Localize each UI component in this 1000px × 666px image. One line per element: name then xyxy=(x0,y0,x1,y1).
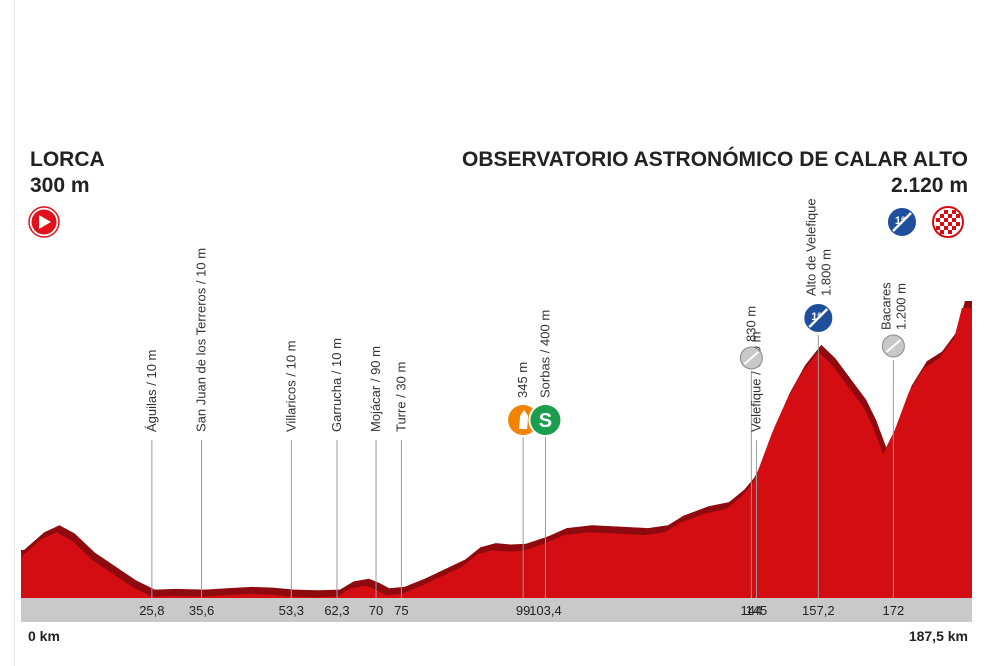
waypoint-label: 830 m xyxy=(743,306,758,342)
waypoint-label: Garrucha / 10 m xyxy=(329,338,344,432)
start-name: LORCA xyxy=(30,148,105,171)
finish-altitude: 2.120 m xyxy=(891,174,968,197)
climb-category-text: 1ª xyxy=(811,311,822,323)
waypoint-km-label: 70 xyxy=(369,603,383,618)
waypoint-km-label: 145 xyxy=(746,603,768,618)
start-icon xyxy=(28,206,60,238)
waypoint-label: Villaricos / 10 m xyxy=(283,340,298,432)
sprint-icon: S xyxy=(528,403,563,437)
waypoint-km-label: 53,3 xyxy=(279,603,304,618)
road-band xyxy=(21,598,972,622)
waypoint-label: Bacares xyxy=(878,282,893,330)
waypoint-label: Alto de Velefique xyxy=(803,198,818,296)
waypoint-label: Águilas / 10 m xyxy=(144,350,159,432)
waypoint-label: 1.200 m xyxy=(893,283,908,330)
waypoint-km-label: 172 xyxy=(883,603,905,618)
sprint-icon-text: S xyxy=(539,410,552,432)
waypoint-km-label: 157,2 xyxy=(802,603,835,618)
waypoint-km-label: 103,4 xyxy=(529,603,562,618)
waypoint-km-label: 75 xyxy=(394,603,408,618)
waypoint-km-label: 144 xyxy=(741,603,763,618)
finish-name: OBSERVATORIO ASTRONÓMICO DE CALAR ALTO xyxy=(462,147,968,171)
waypoint-label: Turre / 30 m xyxy=(393,362,408,432)
profile-area xyxy=(21,308,972,598)
climb-category-text: 1ª xyxy=(895,215,906,227)
waypoint-label: 1.800 m xyxy=(818,249,833,296)
climb-1-icon: 1ª xyxy=(802,302,835,334)
waypoint-label: 345 m xyxy=(515,362,530,398)
waypoint-km-label: 25,8 xyxy=(139,603,164,618)
start-km-label: 0 km xyxy=(28,628,60,644)
climb-3-icon xyxy=(739,346,763,370)
climb-1-icon: 1ª xyxy=(886,206,918,238)
start-altitude: 300 m xyxy=(30,174,90,197)
finish-km-label: 187,5 km xyxy=(909,628,968,644)
waypoint-label: Mojácar / 90 m xyxy=(368,346,383,432)
waypoint-km-label: 99 xyxy=(516,603,530,618)
waypoint-km-label: 35,6 xyxy=(189,603,214,618)
climb-3-icon xyxy=(881,334,905,358)
waypoint-label: San Juan de los Terreros / 10 m xyxy=(194,248,209,432)
waypoint-label: Sorbas / 400 m xyxy=(537,310,552,398)
finish-flag-icon xyxy=(932,206,964,238)
waypoint-km-label: 62,3 xyxy=(324,603,349,618)
